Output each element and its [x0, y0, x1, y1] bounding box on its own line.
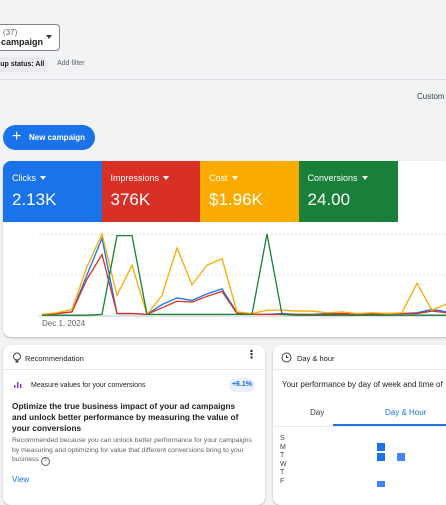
rec-badge: +6.1%: [229, 378, 255, 392]
tab-day[interactable]: Day: [310, 408, 325, 417]
rec-detail: Recommended because you can unlock bette…: [12, 436, 256, 466]
heat-cell: [377, 481, 385, 487]
data-line: [41, 232, 446, 316]
rec-icon: [14, 382, 22, 388]
day-label: T: [280, 452, 285, 459]
metric-value: 376K: [110, 190, 151, 209]
tab-day-hour[interactable]: Day & Hour: [385, 408, 427, 417]
rec-item: Measure values for your conversions: [31, 382, 146, 389]
data-line: [42, 233, 446, 316]
metric-tile[interactable]: Impressions 376K: [101, 161, 201, 222]
day-label: T: [280, 469, 285, 476]
heat-cell: [397, 453, 405, 461]
chart: Dec 1, 2024: [39, 232, 446, 328]
dh-subtitle: Your performance by day of week and time…: [282, 380, 443, 389]
clock-icon: [281, 352, 292, 363]
metric-name: Impressions: [111, 173, 170, 183]
new-campaign-label: New campaign: [29, 133, 86, 142]
date-range[interactable]: Custom: [417, 92, 445, 101]
bulb-icon: [13, 352, 21, 363]
rec-action[interactable]: View: [12, 475, 30, 484]
heat-cell: [377, 443, 385, 451]
recommendation-card: Recommendation ⋮ Measure values for your…: [3, 345, 265, 505]
metric-name: Cost: [209, 173, 238, 183]
data-line: [41, 235, 446, 316]
rec-header: Recommendation: [25, 354, 84, 363]
dropdown-arrow: [46, 35, 52, 42]
day-label: F: [280, 477, 285, 485]
day-label: S: [280, 435, 285, 442]
x-tick-label: Dec 1, 2024: [42, 319, 86, 328]
dh-header: Day & hour: [297, 354, 335, 363]
data-line: [41, 252, 446, 316]
metric-name: Conversions: [308, 173, 368, 183]
performance-card: Clicks 2.13K Impressions 376K Cost $1.96K Conv…: [3, 161, 446, 337]
new-campaign-button[interactable]: + New campaign: [3, 125, 95, 150]
metric-value: 24.00: [307, 190, 351, 209]
metric-value: 2.13K: [12, 190, 57, 209]
add-filter[interactable]: Add filter: [57, 60, 85, 67]
divider: [0, 79, 446, 80]
campaign-count: (37): [3, 28, 18, 37]
plus-icon: +: [12, 128, 22, 145]
tab-indicator: [333, 424, 446, 426]
divider: [273, 369, 446, 370]
metric-tile[interactable]: Conversions 24.00: [298, 161, 398, 222]
status-chip[interactable]: oup status: All: [0, 57, 49, 72]
metric-name: Clicks: [12, 173, 46, 183]
day-label: W: [280, 460, 287, 468]
day-label: M: [280, 443, 286, 451]
day-hour-card: Day & hour Your performance by day of we…: [273, 345, 446, 505]
rec-headline: Optimize the true business impact of you…: [12, 401, 239, 433]
metric-value: $1.96K: [209, 190, 263, 209]
campaign-label: campaign: [1, 37, 44, 47]
metric-tile[interactable]: Clicks 2.13K: [3, 161, 102, 222]
rec-detail-text: Recommended because you can unlock bette…: [12, 437, 252, 463]
heat-cell: [377, 453, 385, 461]
help-icon[interactable]: ?: [40, 457, 50, 466]
divider: [3, 369, 265, 370]
metric-tile[interactable]: Cost $1.96K: [200, 161, 299, 222]
divider: [273, 426, 446, 427]
more-menu[interactable]: ⋮: [246, 349, 257, 361]
campaign-dropdown[interactable]: (37) campaign: [0, 24, 60, 51]
